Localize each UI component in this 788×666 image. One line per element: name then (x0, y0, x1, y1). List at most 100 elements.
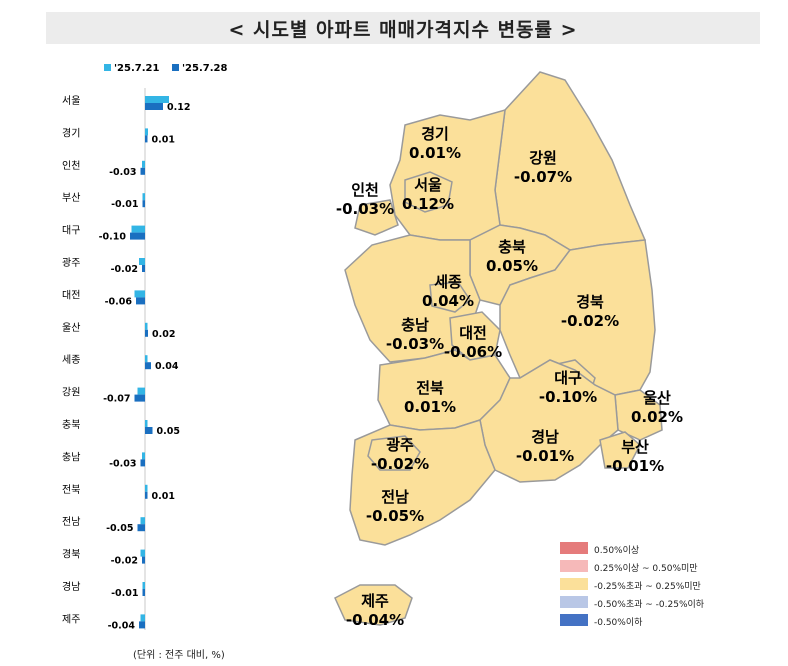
map-region-name: 경기 (421, 125, 449, 143)
map-region-value: 0.02% (631, 408, 683, 426)
map-region-busan (599, 431, 641, 469)
bar (140, 167, 145, 175)
map-region-value: -0.02% (561, 312, 619, 330)
map-region-name: 대전 (459, 324, 487, 342)
bar (145, 96, 169, 103)
map-region-jeonnam (349, 419, 496, 546)
bar (142, 193, 145, 201)
data-label: 0.12 (167, 102, 190, 113)
map-region-name: 광주 (386, 436, 414, 454)
map-region-name: 인천 (351, 181, 379, 199)
map-region-name: 대구 (554, 369, 582, 387)
map-legend: 0.50%이상 0.25%이상 ~ 0.50%미만 -0.25%초과 ~ 0.2… (560, 540, 760, 630)
bar (142, 200, 145, 208)
bar (145, 427, 153, 434)
legend-row: 0.50%이상 (560, 540, 760, 558)
data-label: -0.06 (105, 296, 133, 307)
legend-item: '25.7.21 (114, 63, 159, 74)
map-region-name: 서울 (414, 176, 442, 194)
map-region-name: 충북 (498, 238, 526, 256)
map-region-value: -0.01% (516, 447, 574, 465)
data-label: -0.03 (109, 167, 136, 178)
legend-marker (104, 64, 111, 71)
map-regions (334, 71, 663, 626)
data-label: -0.01 (111, 588, 138, 599)
bar (137, 524, 145, 532)
map-region-name: 경북 (576, 293, 604, 311)
legend-label: -0.25%초과 ~ 0.25%미만 (594, 582, 701, 592)
legend-label: -0.50%이하 (594, 618, 643, 628)
bar (140, 614, 145, 622)
bar (145, 484, 148, 492)
map-region-value: -0.02% (371, 455, 429, 473)
category-label: 충남 (62, 451, 80, 463)
map-region-name: 경남 (531, 428, 559, 446)
data-label: -0.05 (106, 523, 133, 534)
map-region-name: 제주 (361, 592, 389, 610)
bar-chart: '25.7.21 '25.7.28 서울 0.12 경기 0.01 인천 -0.03 부산 -0.… (62, 63, 227, 631)
legend-swatch (560, 614, 588, 626)
category-label: 전남 (62, 516, 80, 528)
bar (145, 420, 148, 427)
map-region-value: -0.04% (346, 611, 404, 629)
bar (140, 517, 145, 525)
legend-label: 0.50%이상 (594, 546, 640, 556)
legend-marker (172, 64, 179, 71)
map-region-seoul (404, 171, 453, 213)
legend-item: '25.7.28 (182, 63, 227, 74)
map-region-sejong (429, 281, 472, 313)
legend-label: -0.50%초과 ~ -0.25%이하 (594, 600, 705, 610)
category-label: 세종 (62, 354, 80, 366)
map-region-gangwon (494, 71, 647, 251)
category-label: 제주 (62, 613, 80, 625)
bar (142, 582, 145, 589)
legend-row: -0.50%이하 (560, 612, 760, 630)
data-label: -0.02 (111, 264, 138, 275)
map-region-value: -0.03% (336, 200, 394, 218)
category-label: 광주 (62, 257, 80, 269)
legend-row: -0.25%초과 ~ 0.25%미만 (560, 576, 760, 594)
bar (134, 290, 145, 298)
category-label: 경기 (62, 126, 80, 139)
bar (142, 589, 145, 596)
map-region-name: 충남 (401, 316, 429, 334)
bar (145, 329, 148, 337)
bar (137, 387, 145, 395)
bar (145, 491, 148, 499)
legend-row: 0.25%이상 ~ 0.50%미만 (560, 558, 760, 576)
map-region-incheon (354, 199, 399, 236)
legend-row: -0.50%초과 ~ -0.25%이하 (560, 594, 760, 612)
map-region-name: 울산 (643, 389, 671, 407)
legend-swatch (560, 560, 588, 572)
map-region-name: 부산 (621, 438, 649, 456)
category-label: 경남 (62, 580, 80, 593)
bar (145, 135, 148, 143)
category-label: 울산 (62, 322, 80, 334)
bar (142, 556, 145, 564)
category-label: 경북 (62, 548, 80, 561)
category-label: 인천 (62, 160, 80, 172)
category-label: 대구 (62, 225, 80, 237)
map-region-value: -0.05% (366, 507, 424, 525)
category-label: 대전 (62, 289, 80, 301)
map-region-name: 강원 (529, 149, 557, 167)
category-label: 서울 (62, 95, 80, 107)
data-label: -0.03 (109, 458, 136, 469)
category-label: 충북 (62, 419, 80, 431)
map-region-gwangju (367, 435, 421, 471)
bar (145, 322, 148, 330)
map-region-name: 세종 (434, 273, 462, 291)
data-label: 0.05 (157, 426, 180, 437)
bar (134, 394, 145, 402)
data-label: -0.07 (103, 394, 130, 405)
legend-swatch (560, 542, 588, 554)
map-labels: 경기0.01% 강원-0.07%인천-0.03%서울0.12%충북0.05%세종0… (336, 125, 683, 629)
map-region-value: -0.01% (606, 457, 664, 475)
bar (142, 452, 145, 460)
data-label: 0.01 (152, 491, 175, 502)
bar (142, 265, 145, 272)
bar (131, 225, 145, 233)
bar (145, 355, 148, 363)
bar (145, 128, 148, 136)
category-label: 전북 (62, 484, 80, 496)
